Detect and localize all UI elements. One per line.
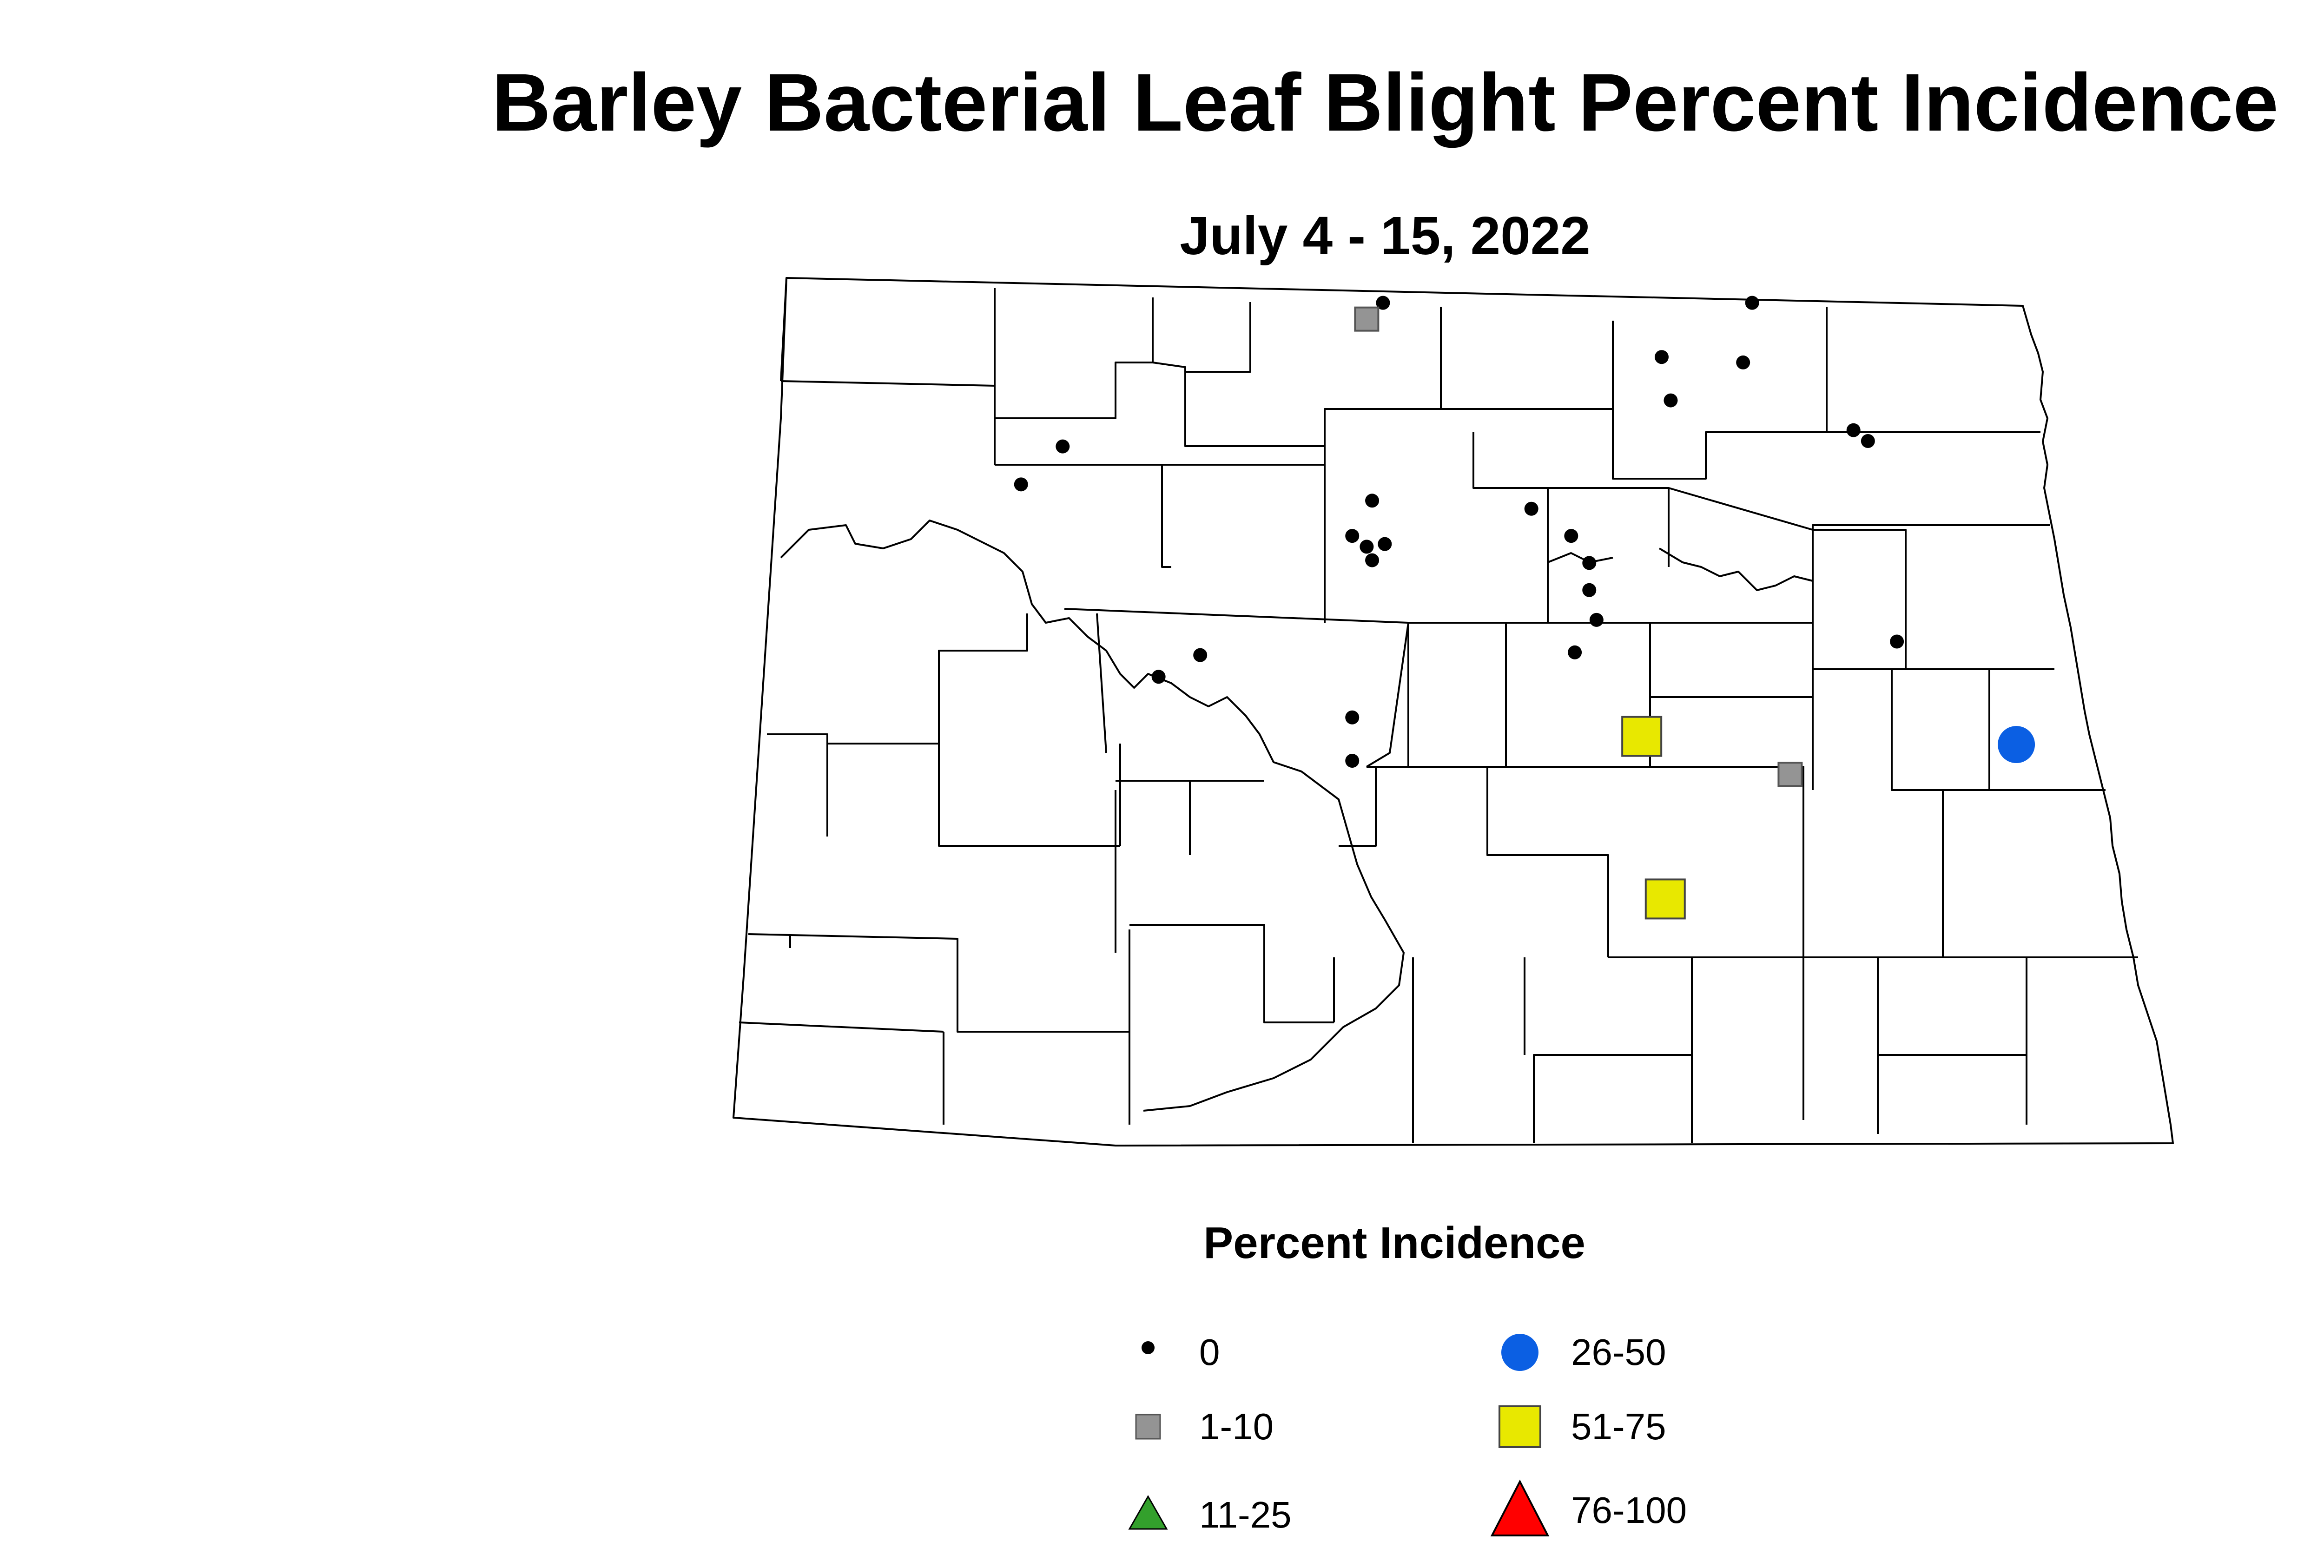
observation-marker-0 [1582,583,1597,597]
observation-marker-0 [1345,710,1360,725]
gray-square-icon [1116,1394,1181,1459]
observation-marker-0 [1861,434,1875,448]
legend-item-76-100: 76-100 [1487,1478,1687,1543]
observation-marker-0 [1846,423,1861,437]
legend-item-1-10: 1-10 [1116,1394,1274,1459]
legend-title: Percent Incidence [1203,1218,1585,1268]
county-boundaries [733,277,2174,1146]
legend-label: 76-100 [1571,1489,1687,1531]
map-subtitle: July 4 - 15, 2022 [1180,205,1591,266]
red-triangle-icon [1487,1478,1552,1543]
observation-marker-0 [1365,494,1380,508]
observation-marker-0 [1568,645,1582,659]
observation-marker-0 [1378,537,1392,551]
observation-marker-0 [1376,296,1390,310]
observation-marker-0 [1664,393,1678,408]
observation-marker-1-10 [1777,762,1803,787]
observation-marker-26-50 [1998,726,2035,764]
observation-marker-0 [1524,501,1538,516]
observation-marker-0 [1365,553,1380,567]
yellow-square-icon [1487,1394,1552,1459]
map-title: Barley Bacterial Leaf Blight Percent Inc… [491,57,2279,148]
legend-label: 0 [1199,1331,1220,1373]
legend-label: 11-25 [1199,1494,1292,1535]
legend-label: 26-50 [1571,1331,1666,1373]
observation-marker-0 [1345,754,1360,768]
green-triangle-icon [1116,1482,1181,1548]
observation-marker-0 [1654,350,1669,364]
legend-item-51-75: 51-75 [1487,1394,1666,1459]
observation-marker-0 [1193,648,1208,662]
observation-marker-0 [1582,556,1597,570]
observation-symbols [1014,296,2035,920]
observation-marker-0 [1736,355,1750,369]
observation-marker-0 [1589,613,1604,627]
legend-item-26-50: 26-50 [1487,1320,1666,1385]
observation-marker-51-75 [1621,716,1663,757]
legend-label: 51-75 [1571,1406,1666,1447]
observation-marker-0 [1345,529,1360,543]
state-outline [733,277,2174,1146]
small-black-dot-icon [1116,1320,1181,1385]
observation-marker-0 [1745,296,1759,310]
observation-marker-0 [1564,529,1578,543]
observation-marker-51-75 [1644,878,1686,920]
legend-label: 1-10 [1199,1406,1274,1447]
legend-item-11-25: 11-25 [1116,1482,1292,1548]
observation-marker-1-10 [1354,306,1380,332]
observation-marker-0 [1056,439,1070,454]
observation-marker-0 [1890,634,1904,649]
observation-marker-0 [1151,670,1166,684]
legend-item-0: 0 [1116,1320,1220,1385]
observation-marker-0 [1360,540,1374,554]
observation-marker-0 [1014,477,1028,492]
blue-circle-icon [1487,1320,1552,1385]
